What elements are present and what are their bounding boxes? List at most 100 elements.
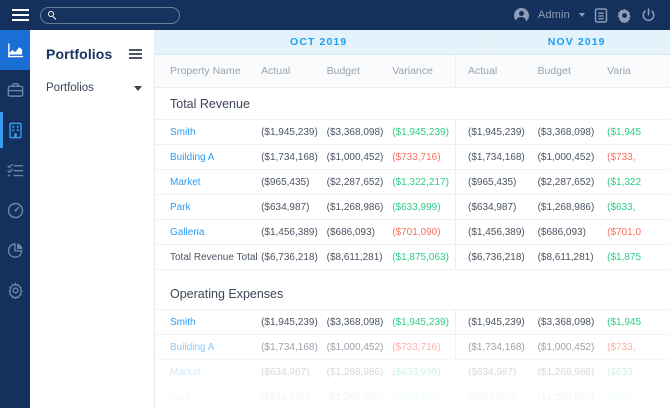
cell-nov-actual: ($6,736,218) <box>455 245 534 269</box>
cell-nov-actual: ($634,987) <box>455 360 534 384</box>
column-header-property-name[interactable]: Property Name <box>170 65 241 77</box>
search-icon <box>48 10 57 20</box>
column-header-row: Property Name Actual Budget Variance Act… <box>155 55 670 88</box>
cell-oct-budget: ($1,268,986) <box>326 201 384 213</box>
cell-nov-variance: ($633, <box>607 391 636 403</box>
table-body: Total Revenue Smith ($1,945,239) ($3,368,09… <box>155 88 670 408</box>
cell-property-name[interactable]: Galleria <box>170 226 205 238</box>
cell-oct-budget: ($8,611,281) <box>326 251 383 263</box>
cell-nov-actual: ($1,945,239) <box>455 120 534 144</box>
cell-oct-actual: ($1,734,168) <box>261 151 318 163</box>
left-panel-header: Portfolios <box>30 30 154 62</box>
cell-nov-budget: ($1,268,986) <box>537 391 595 403</box>
hamburger-icon[interactable] <box>12 6 32 24</box>
cell-nov-variance: ($1,875 <box>607 251 642 263</box>
sidebar-item-performance[interactable] <box>0 190 30 230</box>
cell-nov-actual: ($1,734,168) <box>455 335 534 359</box>
sidebar-item-dashboard[interactable] <box>0 30 30 70</box>
chevron-down-icon <box>134 85 142 91</box>
cell-oct-budget: ($1,000,452) <box>326 341 384 353</box>
sidebar-item-settings[interactable] <box>0 270 30 310</box>
cell-nov-budget: ($1,000,452) <box>537 151 595 163</box>
cell-oct-actual: ($634,987) <box>261 391 310 403</box>
column-header-nov-actual[interactable]: Actual <box>455 55 534 87</box>
cell-property-name[interactable]: Smith <box>170 126 196 138</box>
pie-chart-icon <box>7 242 24 259</box>
column-header-oct-budget[interactable]: Budget <box>326 65 360 77</box>
cell-nov-variance: ($733, <box>607 341 636 353</box>
gauge-icon <box>7 202 24 219</box>
building-icon <box>8 122 23 139</box>
cell-property-name[interactable]: Building A <box>170 151 215 163</box>
cell-oct-variance: ($701,090) <box>392 226 441 238</box>
cell-oct-actual: ($1,945,239) <box>261 316 318 328</box>
sidebar-item-properties[interactable] <box>0 110 30 150</box>
hamburger-bar <box>12 9 29 11</box>
cell-nov-variance: ($1,322 <box>607 176 642 188</box>
table-row: Building A ($1,734,168) ($1,000,452) ($733,… <box>155 335 670 360</box>
column-header-oct-actual[interactable]: Actual <box>261 65 291 77</box>
report-table: OCT 2019 NOV 2019 Property Name Actual B… <box>155 30 670 408</box>
column-header-nov-variance[interactable]: Varia <box>607 65 631 77</box>
month-group-oct: OCT 2019 <box>290 36 348 48</box>
cell-oct-actual: ($1,945,239) <box>261 126 318 138</box>
sidebar-item-tasks[interactable] <box>0 150 30 190</box>
cell-nov-variance: ($701,0 <box>607 226 642 238</box>
cell-oct-budget: ($1,268,986) <box>326 391 384 403</box>
portfolio-selector-label: Portfolios <box>46 82 94 94</box>
table-row: Park ($634,987) ($1,268,986) ($633,999) ($63… <box>155 385 670 408</box>
user-name-label: Admin <box>537 9 570 21</box>
column-header-nov-budget[interactable]: Budget <box>537 65 571 77</box>
cell-oct-variance: ($733,716) <box>392 341 441 353</box>
gear-icon[interactable] <box>617 8 632 23</box>
month-group-nov: NOV 2019 <box>482 30 670 54</box>
table-row: Smith ($1,945,239) ($3,368,098) ($1,945,239… <box>155 310 670 335</box>
hamburger-icon[interactable] <box>129 48 142 60</box>
sidebar-item-reports[interactable] <box>0 230 30 270</box>
cell-oct-budget: ($2,287,652) <box>326 176 384 188</box>
cell-property-name[interactable]: Market <box>170 366 201 378</box>
cell-oct-actual: ($1,456,389) <box>261 226 318 238</box>
user-avatar-icon[interactable] <box>513 7 529 23</box>
table-row: Market ($634,987) ($1,268,986) ($633,999) ($… <box>155 360 670 385</box>
cell-property-name[interactable]: Market <box>170 176 201 188</box>
cell-oct-variance: ($1,945,239) <box>392 126 449 138</box>
cell-oct-variance: ($1,875,063) <box>392 251 449 263</box>
cell-nov-budget: ($3,368,098) <box>537 316 595 328</box>
cell-nov-budget: ($1,268,986) <box>537 366 595 378</box>
top-bar: Admin <box>0 0 670 30</box>
column-header-oct-variance[interactable]: Variance <box>392 65 433 77</box>
power-icon[interactable] <box>641 7 656 23</box>
hamburger-bar <box>12 19 29 21</box>
hamburger-bar <box>12 14 29 16</box>
cell-property-name[interactable]: Park <box>170 201 191 213</box>
search-input[interactable] <box>40 6 180 24</box>
sidebar-item-portfolio[interactable] <box>0 70 30 110</box>
cell-oct-actual: ($634,987) <box>261 366 310 378</box>
gear-icon <box>7 281 24 299</box>
checklist-icon <box>6 162 24 178</box>
cell-oct-budget: ($686,093) <box>326 226 375 238</box>
cell-property-name[interactable]: Smith <box>170 316 196 328</box>
notes-icon[interactable] <box>594 7 608 23</box>
cell-oct-variance: ($633,999) <box>392 366 441 378</box>
cell-oct-variance: ($1,945,239) <box>392 316 449 328</box>
cell-property-name[interactable]: Park <box>170 391 191 403</box>
cell-property-name[interactable]: Building A <box>170 341 215 353</box>
icon-rail <box>0 30 30 408</box>
cell-oct-actual: ($1,734,168) <box>261 341 318 353</box>
cell-nov-budget: ($1,000,452) <box>537 341 595 353</box>
cell-oct-actual: ($634,987) <box>261 201 310 213</box>
area-chart-icon <box>7 42 24 59</box>
cell-nov-variance: ($733, <box>607 151 636 163</box>
portfolio-selector[interactable]: Portfolios <box>30 62 154 94</box>
cell-nov-actual: ($634,987) <box>455 195 534 219</box>
cell-oct-variance: ($733,716) <box>392 151 441 163</box>
page-title: Portfolios <box>46 46 113 62</box>
cell-nov-actual: ($965,435) <box>455 170 534 194</box>
section-spacer <box>155 270 670 278</box>
cell-nov-variance: ($633, <box>607 366 636 378</box>
chevron-down-icon[interactable] <box>579 13 585 17</box>
cell-nov-variance: ($633, <box>607 201 636 213</box>
